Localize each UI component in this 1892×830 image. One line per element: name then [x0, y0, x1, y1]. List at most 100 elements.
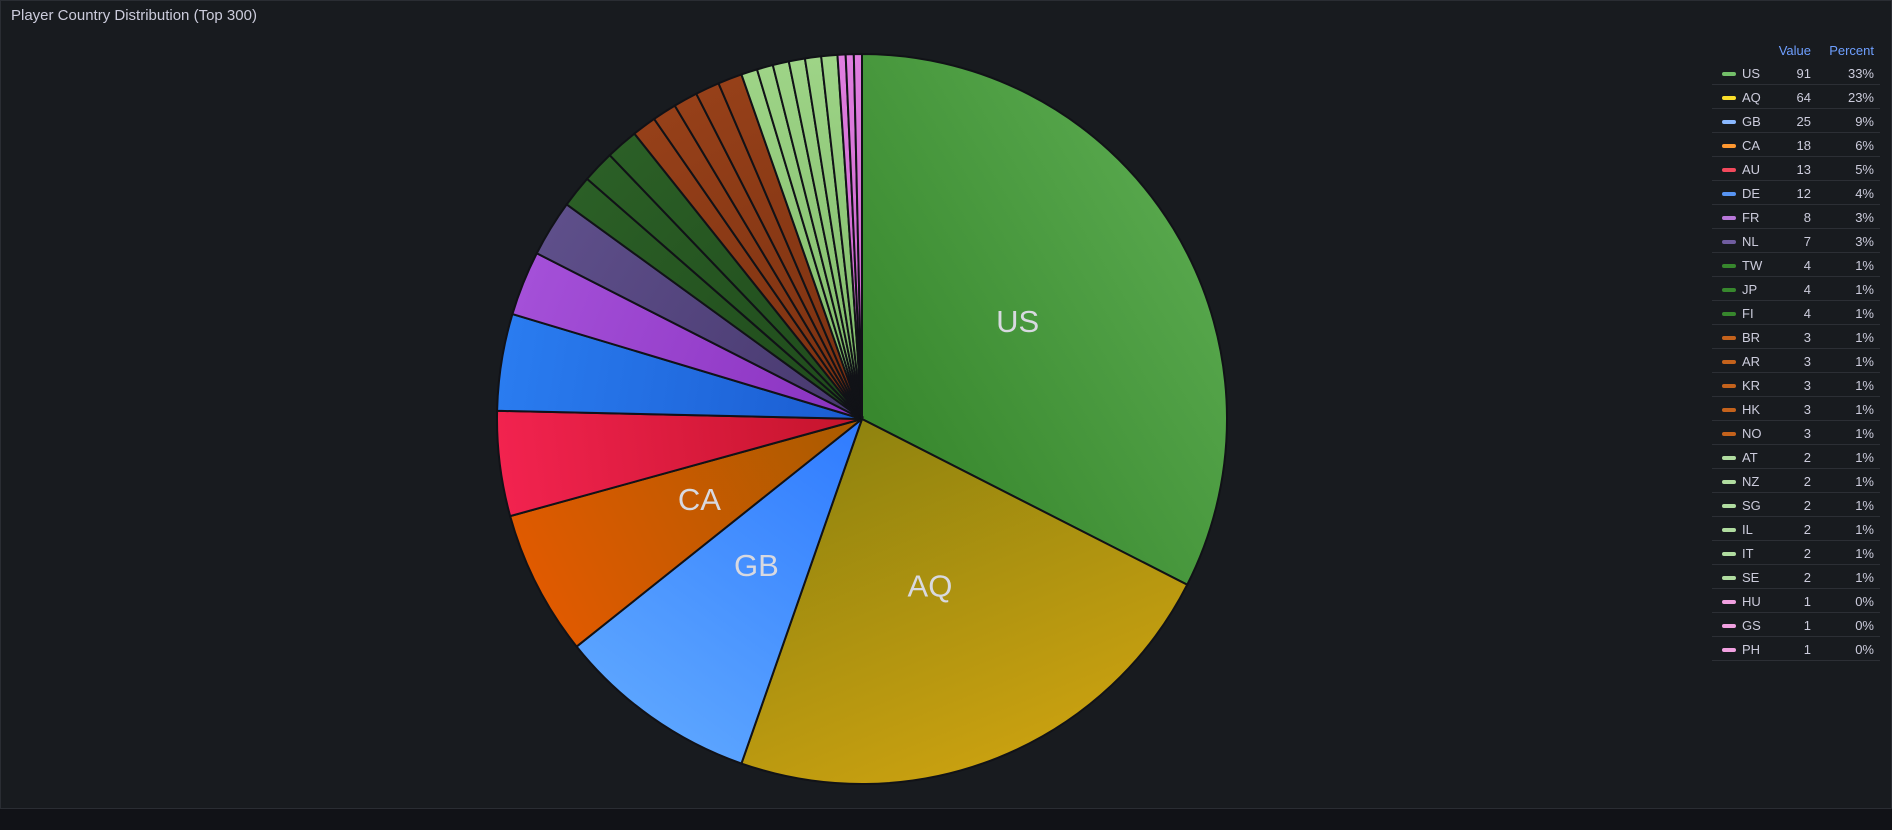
legend-value: 1: [1803, 618, 1811, 633]
legend-swatch-icon: [1722, 384, 1736, 388]
legend-percent: 1%: [1855, 258, 1874, 273]
legend-swatch-icon: [1722, 168, 1736, 172]
legend-name: FR: [1742, 210, 1760, 225]
pie-slice-ca[interactable]: [508, 418, 863, 648]
legend-percent: 0%: [1855, 594, 1874, 609]
legend-name: BR: [1742, 330, 1761, 345]
legend-swatch-icon: [1722, 72, 1736, 76]
legend-row-se[interactable]: SE 2 1%: [1712, 565, 1880, 589]
legend-swatch-icon: [1722, 120, 1736, 124]
legend-name: AT: [1742, 450, 1758, 465]
legend-row-ca[interactable]: CA 18 6%: [1712, 133, 1880, 157]
legend-name: HU: [1742, 594, 1761, 609]
slice-label-us: US: [996, 304, 1039, 339]
legend-row-kr[interactable]: KR 3 1%: [1712, 373, 1880, 397]
legend-swatch-icon: [1722, 648, 1736, 652]
legend-swatch-icon: [1722, 432, 1736, 436]
legend-row-hk[interactable]: HK 3 1%: [1712, 397, 1880, 421]
legend-swatch-icon: [1722, 456, 1736, 460]
legend-row-il[interactable]: IL 2 1%: [1712, 517, 1880, 541]
legend-name: SG: [1742, 498, 1761, 513]
legend-row-hu[interactable]: HU 1 0%: [1712, 589, 1880, 613]
legend-row-nz[interactable]: NZ 2 1%: [1712, 469, 1880, 493]
pie-slice-gb[interactable]: [575, 416, 865, 765]
legend-row-ph[interactable]: PH 1 0%: [1712, 637, 1880, 661]
legend-percent: 1%: [1855, 570, 1874, 585]
legend-value-header[interactable]: Value: [1778, 43, 1811, 58]
legend-row-fr[interactable]: FR 8 3%: [1712, 205, 1880, 229]
legend-name: IL: [1742, 522, 1753, 537]
legend-value: 3: [1803, 330, 1811, 345]
legend-name: IT: [1742, 546, 1754, 561]
legend-name: TW: [1742, 258, 1763, 273]
legend-row-tw[interactable]: TW 4 1%: [1712, 253, 1880, 277]
legend-row-aq[interactable]: AQ 64 23%: [1712, 85, 1880, 109]
pie-slice-us[interactable]: [861, 52, 1228, 587]
legend-row-au[interactable]: AU 13 5%: [1712, 157, 1880, 181]
legend-percent: 0%: [1855, 618, 1874, 633]
legend-percent: 33%: [1847, 66, 1874, 81]
legend-row-sg[interactable]: SG 2 1%: [1712, 493, 1880, 517]
legend-row-fi[interactable]: FI 4 1%: [1712, 301, 1880, 325]
legend-swatch-icon: [1722, 240, 1736, 244]
legend-row-jp[interactable]: JP 4 1%: [1712, 277, 1880, 301]
legend-value: 25: [1796, 114, 1811, 129]
legend-percent: 1%: [1855, 546, 1874, 561]
legend-value: 1: [1803, 642, 1811, 657]
pie-chart: US AQ GB CA: [496, 52, 1228, 785]
legend-name: PH: [1742, 642, 1761, 657]
panel-title[interactable]: Player Country Distribution (Top 300): [11, 7, 257, 24]
legend-value: 1: [1803, 594, 1811, 609]
legend-row-at[interactable]: AT 2 1%: [1712, 445, 1880, 469]
legend-percent: 4%: [1855, 186, 1874, 201]
legend-row-de[interactable]: DE 12 4%: [1712, 181, 1880, 205]
legend-swatch-icon: [1722, 552, 1736, 556]
legend-percent: 1%: [1855, 498, 1874, 513]
pie-slices: [496, 52, 1228, 785]
legend-swatch-icon: [1722, 144, 1736, 148]
legend-row-us[interactable]: US 91 33%: [1712, 61, 1880, 85]
footer-bar: [0, 809, 1892, 830]
legend-row-br[interactable]: BR 3 1%: [1712, 325, 1880, 349]
legend-swatch-icon: [1722, 504, 1736, 508]
legend-swatch-icon: [1722, 192, 1736, 196]
legend-header: Value Percent: [1712, 41, 1880, 61]
legend-swatch-icon: [1722, 264, 1736, 268]
legend-value: 13: [1796, 162, 1811, 177]
legend-row-gs[interactable]: GS 1 0%: [1712, 613, 1880, 637]
legend-percent-header[interactable]: Percent: [1829, 43, 1874, 58]
legend-name: KR: [1742, 378, 1761, 393]
legend-value: 91: [1796, 66, 1811, 81]
legend-value: 4: [1803, 258, 1811, 273]
legend-swatch-icon: [1722, 408, 1736, 412]
legend-swatch-icon: [1722, 576, 1736, 580]
legend-row-it[interactable]: IT 2 1%: [1712, 541, 1880, 565]
legend-value: 2: [1803, 498, 1811, 513]
legend-row-gb[interactable]: GB 25 9%: [1712, 109, 1880, 133]
legend-name: AU: [1742, 162, 1761, 177]
slice-label-gb: GB: [734, 548, 779, 583]
legend-percent: 1%: [1855, 306, 1874, 321]
legend-name: SE: [1742, 570, 1760, 585]
legend-row-ar[interactable]: AR 3 1%: [1712, 349, 1880, 373]
legend-value: 2: [1803, 570, 1811, 585]
legend-row-no[interactable]: NO 3 1%: [1712, 421, 1880, 445]
legend-name: DE: [1742, 186, 1761, 201]
legend-percent: 1%: [1855, 426, 1874, 441]
legend-row-nl[interactable]: NL 7 3%: [1712, 229, 1880, 253]
legend-value: 64: [1796, 90, 1811, 105]
legend-percent: 9%: [1855, 114, 1874, 129]
legend-name: HK: [1742, 402, 1761, 417]
pie-slice-ph[interactable]: [852, 52, 863, 420]
legend-value: 8: [1803, 210, 1811, 225]
legend-name: AQ: [1742, 90, 1761, 105]
legend-swatch-icon: [1722, 600, 1736, 604]
legend-percent: 1%: [1855, 282, 1874, 297]
legend-name: AR: [1742, 354, 1761, 369]
legend-percent: 1%: [1855, 330, 1874, 345]
legend-value: 7: [1803, 234, 1811, 249]
legend-percent: 23%: [1847, 90, 1874, 105]
legend-value: 3: [1803, 426, 1811, 441]
pie-slice-aq[interactable]: [740, 417, 1189, 785]
slice-label-aq: AQ: [908, 569, 953, 604]
